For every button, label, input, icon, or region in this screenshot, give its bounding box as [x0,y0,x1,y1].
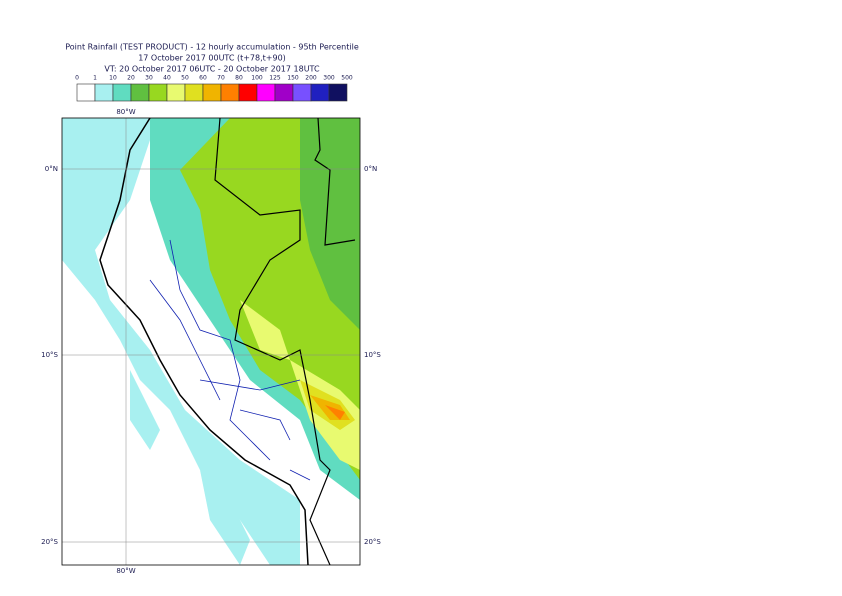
legend-swatch [274,83,294,102]
graticule: 0°N 0°N 10°S 10°S 20°S 20°S 80°W 80°W [41,108,381,575]
legend-label: 300 [323,75,335,82]
legend-swatch [76,83,96,102]
legend-label: 20 [127,75,135,82]
legend-label: 70 [217,75,225,82]
lat-label: 20°S [41,538,58,546]
legend-swatch [292,83,312,102]
legend-label: 125 [269,75,281,82]
legend-label: 1 [93,75,97,82]
lat-label: 10°S [41,351,58,359]
legend-swatch [310,83,330,102]
legend-label: 50 [181,75,189,82]
map-frame [61,117,361,566]
legend-swatch [130,83,150,102]
lat-label: 0°N [45,165,58,173]
legend-swatch [166,83,186,102]
subtitle: 17 October 2017 00UTC (t+78,t+90) [138,54,286,63]
legend-swatch [112,83,132,102]
legend-swatch [202,83,222,102]
lat-label: 20°S [364,538,381,546]
legend-label: 40 [163,75,171,82]
legend-swatch [220,83,240,102]
lat-label: 0°N [364,165,377,173]
map-area [62,118,360,565]
legend-label: 0 [75,75,79,82]
legend-swatch [184,83,204,102]
subtitle: VT: 20 October 2017 06UTC - 20 October 2… [104,65,320,74]
title: Point Rainfall (TEST PRODUCT) - 12 hourl… [65,43,359,52]
legend-swatch [94,83,114,102]
legend-label: 150 [287,75,299,82]
legend-swatch [256,83,276,102]
legend: 0 1 10 20 30 40 50 60 70 80 100 125 150 200 300 500 [75,75,353,102]
legend-swatch [148,83,168,102]
lon-label: 80°W [116,108,135,116]
lon-label: 80°W [116,567,135,575]
legend-swatch [328,83,348,102]
legend-label: 10 [109,75,117,82]
legend-label: 500 [341,75,353,82]
legend-swatch [238,83,258,102]
legend-label: 100 [251,75,263,82]
legend-label: 30 [145,75,153,82]
legend-label: 60 [199,75,207,82]
lat-label: 10°S [364,351,381,359]
legend-label: 80 [235,75,243,82]
legend-label: 200 [305,75,317,82]
